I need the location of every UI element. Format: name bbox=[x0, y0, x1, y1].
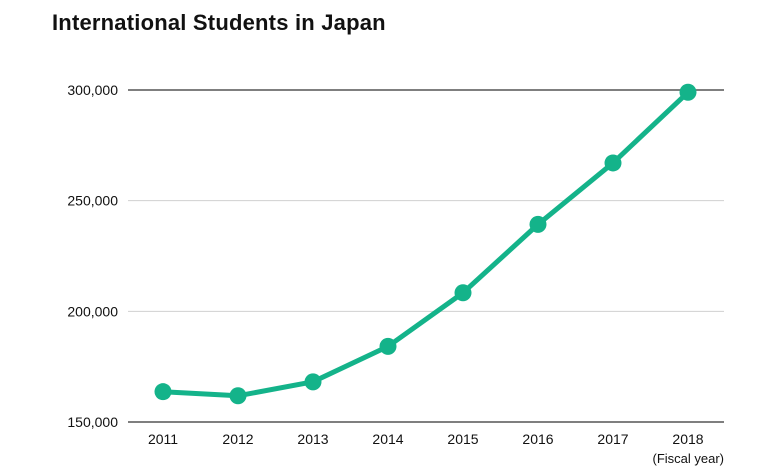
x-tick-label: 2011 bbox=[148, 431, 178, 447]
chart-title: International Students in Japan bbox=[52, 10, 386, 35]
data-point bbox=[529, 215, 547, 233]
data-point bbox=[379, 337, 397, 355]
y-tick-label: 250,000 bbox=[67, 193, 118, 209]
data-point bbox=[679, 83, 697, 101]
y-tick-label: 150,000 bbox=[67, 414, 118, 430]
y-axis-ticks: 150,000 200,000 250,000 300,000 bbox=[67, 82, 118, 430]
y-tick-label: 300,000 bbox=[67, 82, 118, 98]
gridlines bbox=[128, 89, 724, 423]
data-point bbox=[304, 373, 322, 391]
x-tick-label: 2018 bbox=[672, 431, 703, 447]
data-point bbox=[604, 154, 622, 172]
y-tick-label: 200,000 bbox=[67, 303, 118, 319]
data-point bbox=[454, 284, 472, 302]
series-line-path bbox=[160, 89, 691, 399]
x-tick-label: 2017 bbox=[597, 431, 628, 447]
data-point bbox=[229, 387, 247, 405]
x-tick-label: 2016 bbox=[522, 431, 553, 447]
x-tick-label: 2012 bbox=[222, 431, 253, 447]
series-line bbox=[160, 89, 691, 399]
x-axis-note: (Fiscal year) bbox=[652, 451, 724, 466]
x-tick-label: 2014 bbox=[372, 431, 403, 447]
data-point bbox=[154, 383, 172, 401]
x-tick-label: 2013 bbox=[297, 431, 328, 447]
series-points bbox=[154, 83, 697, 405]
x-tick-label: 2015 bbox=[447, 431, 478, 447]
x-axis-ticks: 2011 2012 2013 2014 2015 2016 2017 2018 bbox=[148, 431, 704, 447]
